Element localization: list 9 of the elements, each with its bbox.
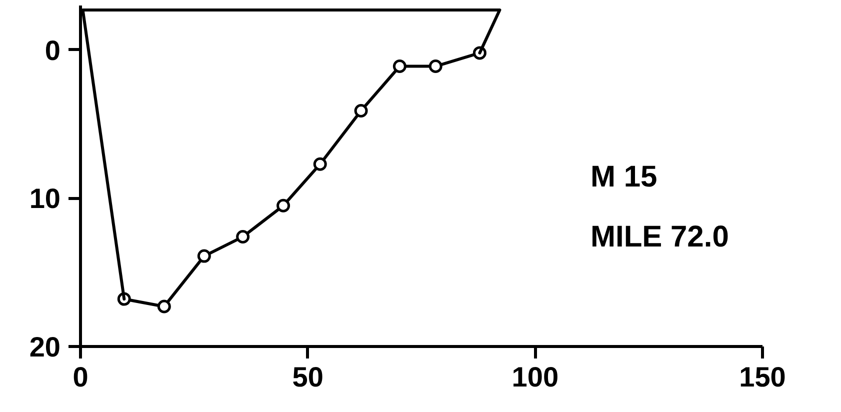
y-tick-label: 0: [44, 34, 61, 66]
annotation: MILE 72.0: [590, 220, 729, 254]
x-tick-label: 50: [292, 362, 324, 392]
y-tick-label: 20: [29, 332, 61, 362]
annotation: M 15: [590, 160, 658, 194]
x-tick-label: 100: [512, 362, 559, 392]
x-tick-label: 0: [72, 362, 88, 392]
x-tick-label: 150: [739, 362, 786, 392]
y-tick-label: 10: [29, 183, 61, 214]
